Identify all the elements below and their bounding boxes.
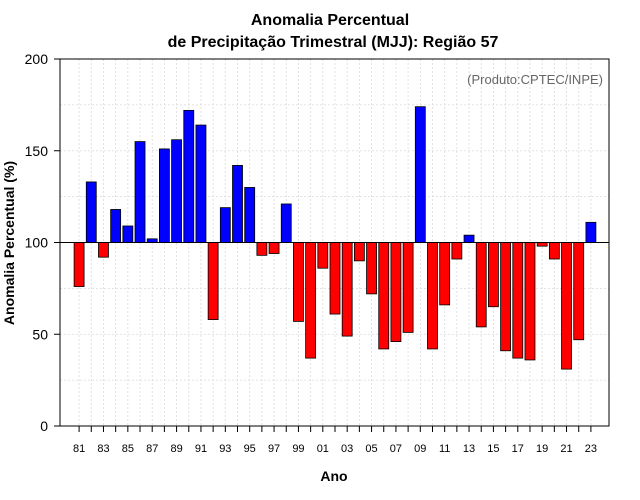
x-tick-label: 13	[463, 443, 475, 455]
bar-20	[548, 242, 560, 260]
bar-17	[512, 242, 524, 359]
x-tick-label: 93	[219, 443, 231, 455]
bar-03	[341, 242, 353, 337]
bar-00	[305, 242, 317, 359]
bar-95	[244, 187, 256, 243]
bar-02	[329, 242, 341, 315]
x-tick-label: 21	[560, 443, 572, 455]
bar-92	[207, 242, 219, 320]
bar-85	[122, 225, 134, 243]
bar-21	[561, 242, 572, 370]
x-tick-label: 05	[365, 443, 377, 455]
x-tick-label: 97	[268, 443, 280, 455]
x-tick-label: 95	[244, 443, 256, 455]
bar-15	[488, 242, 499, 308]
bar-08	[402, 242, 414, 333]
bar-23	[585, 221, 597, 243]
bar-94	[232, 165, 243, 243]
x-axis-title: Ano	[320, 468, 347, 484]
y-tick-label: 100	[25, 235, 49, 251]
bar-81	[73, 242, 85, 287]
x-tick-label: 23	[585, 443, 597, 455]
bars	[73, 106, 597, 370]
x-tick-label: 99	[292, 443, 304, 455]
grid-lines	[60, 59, 609, 426]
bar-22	[573, 242, 585, 341]
bar-98	[280, 203, 292, 243]
bar-87	[146, 238, 158, 243]
bar-91	[195, 124, 207, 243]
x-tick-label: 87	[146, 443, 158, 455]
x-tick-label: 01	[317, 443, 329, 455]
y-tick-label: 0	[40, 418, 48, 434]
bar-84	[110, 209, 122, 243]
x-tick-label: 91	[195, 443, 207, 455]
bar-96	[256, 242, 268, 256]
bar-09	[414, 106, 426, 243]
bar-83	[98, 242, 109, 258]
chart-title-line1: Anomalia Percentual	[251, 12, 409, 29]
x-tick-label: 15	[487, 443, 499, 455]
bar-99	[293, 242, 304, 322]
bar-97	[268, 242, 280, 254]
x-tick-label: 89	[170, 443, 182, 455]
bar-01	[317, 242, 329, 269]
x-tick-label: 11	[439, 443, 450, 455]
y-axis-title: Anomalia Percentual (%)	[1, 161, 17, 325]
x-tick-label: 83	[97, 443, 109, 455]
bar-14	[475, 242, 487, 328]
bar-13	[463, 234, 475, 243]
chart-title-line2: de Precipitação Trimestral (MJJ): Região…	[168, 34, 499, 51]
bar-90	[183, 109, 195, 243]
bar-86	[134, 141, 146, 243]
x-tick-label: 09	[414, 443, 426, 455]
y-tick-label: 150	[25, 143, 49, 159]
y-tick-label: 200	[25, 51, 49, 67]
bar-19	[536, 242, 548, 247]
x-tick-label: 03	[341, 443, 353, 455]
y-tick-label: 50	[32, 326, 48, 342]
x-tick-label: 85	[122, 443, 134, 455]
bar-10	[427, 242, 438, 350]
bar-16	[500, 242, 511, 352]
bar-89	[171, 139, 182, 243]
bar-05	[366, 242, 377, 295]
credit-text: (Produto:CPTEC/INPE)	[467, 72, 603, 87]
bar-93	[219, 207, 231, 243]
y-axis-ticks: 0 50 100 150 200	[25, 51, 60, 434]
x-tick-label: 19	[536, 443, 548, 455]
bar-11	[439, 242, 451, 306]
bar-12	[451, 242, 463, 260]
bar-06	[378, 242, 390, 350]
x-tick-label: 81	[73, 443, 85, 455]
bar-07	[390, 242, 402, 342]
bar-82	[85, 181, 97, 243]
x-axis-ticks: 81 83 85 87 89 91 93 95 97 99 01 03 05 07 09 11 13 15 17 19…	[73, 426, 597, 455]
bar-04	[353, 242, 365, 262]
x-tick-label: 17	[512, 443, 524, 455]
x-tick-label: 07	[390, 443, 402, 455]
bar-88	[158, 148, 170, 243]
bar-18	[524, 242, 536, 361]
